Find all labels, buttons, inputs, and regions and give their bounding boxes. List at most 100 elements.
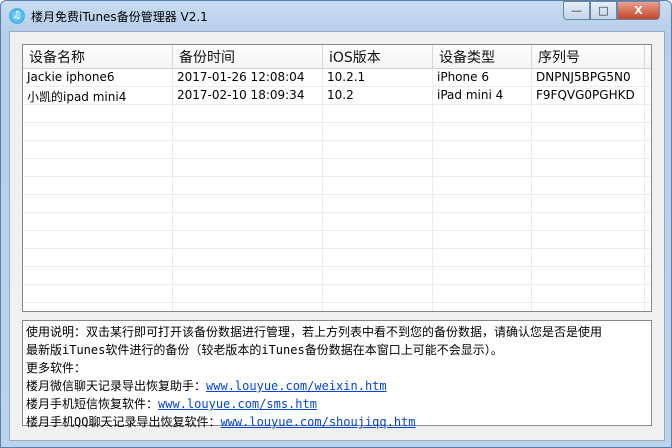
- maximize-button[interactable]: □: [590, 1, 617, 20]
- qq-link[interactable]: www.louyue.com/shoujiqq.htm: [220, 415, 416, 429]
- empty-cell: [433, 123, 532, 140]
- music-note-icon: ♫: [9, 8, 25, 24]
- empty-cell: [23, 105, 173, 122]
- cell-serial: F9FQVG0PGHKD: [532, 87, 645, 104]
- empty-cell: [173, 105, 323, 122]
- empty-cell: [323, 123, 433, 140]
- empty-cell: [433, 213, 532, 230]
- empty-cell: [23, 195, 173, 212]
- empty-cell: [323, 159, 433, 176]
- title-bar: ♫ 楼月免费iTunes备份管理器 V2.1: [9, 6, 208, 26]
- empty-row: [23, 285, 651, 303]
- empty-cell: [323, 177, 433, 194]
- empty-cell: [433, 303, 532, 311]
- empty-cell: [323, 303, 433, 311]
- empty-row: [23, 177, 651, 195]
- cell-serial: DNPNJ5BPG5N0: [532, 69, 645, 86]
- empty-cell: [433, 267, 532, 284]
- empty-cell: [532, 249, 645, 266]
- empty-cell: [323, 231, 433, 248]
- empty-cell: [433, 105, 532, 122]
- table-row[interactable]: 小凯的ipad mini4 2017-02-10 18:09:34 10.2 i…: [23, 87, 651, 105]
- backup-list[interactable]: 设备名称 备份时间 iOS版本 设备类型 序列号 Jackie iphone6 …: [22, 44, 652, 312]
- empty-cell: [433, 159, 532, 176]
- link-label: 楼月手机短信恢复软件：: [26, 397, 159, 411]
- empty-cell: [323, 249, 433, 266]
- empty-cell: [23, 285, 173, 302]
- empty-cell: [173, 285, 323, 302]
- empty-row: [23, 303, 651, 311]
- empty-cell: [173, 159, 323, 176]
- empty-cell: [23, 213, 173, 230]
- empty-row: [23, 159, 651, 177]
- close-button[interactable]: X: [617, 1, 660, 20]
- empty-row: [23, 267, 651, 285]
- column-header-device-name[interactable]: 设备名称: [23, 45, 173, 68]
- empty-cell: [323, 267, 433, 284]
- list-header: 设备名称 备份时间 iOS版本 设备类型 序列号: [23, 45, 651, 69]
- empty-cell: [323, 141, 433, 158]
- more-software-label: 更多软件：: [26, 361, 87, 375]
- table-row[interactable]: Jackie iphone6 2017-01-26 12:08:04 10.2.…: [23, 69, 651, 87]
- empty-cell: [173, 177, 323, 194]
- empty-cell: [532, 141, 645, 158]
- cell-backup-time: 2017-01-26 12:08:04: [173, 69, 323, 86]
- empty-cell: [323, 195, 433, 212]
- empty-row: [23, 249, 651, 267]
- sms-link[interactable]: www.louyue.com/sms.htm: [158, 397, 317, 411]
- empty-cell: [532, 123, 645, 140]
- empty-cell: [173, 141, 323, 158]
- column-header-ios-version[interactable]: iOS版本: [323, 45, 433, 68]
- link-label: 楼月手机QQ聊天记录导出恢复软件：: [26, 415, 221, 429]
- empty-cell: [173, 303, 323, 311]
- empty-cell: [532, 231, 645, 248]
- empty-cell: [532, 159, 645, 176]
- column-header-backup-time[interactable]: 备份时间: [173, 45, 323, 68]
- empty-cell: [532, 177, 645, 194]
- empty-cell: [532, 213, 645, 230]
- empty-cell: [23, 231, 173, 248]
- usage-line-1: 使用说明：双击某行即可打开该备份数据进行管理，若上方列表中看不到您的备份数据，请…: [26, 325, 603, 339]
- empty-row: [23, 231, 651, 249]
- empty-cell: [532, 195, 645, 212]
- cell-device-type: iPad mini 4: [433, 87, 532, 104]
- cell-ios-version: 10.2: [323, 87, 433, 104]
- empty-cell: [433, 249, 532, 266]
- empty-cell: [173, 231, 323, 248]
- empty-cell: [323, 105, 433, 122]
- cell-device-type: iPhone 6: [433, 69, 532, 86]
- empty-cell: [323, 285, 433, 302]
- window-title: 楼月免费iTunes备份管理器 V2.1: [31, 9, 208, 24]
- column-header-serial[interactable]: 序列号: [532, 45, 645, 68]
- empty-cell: [433, 195, 532, 212]
- usage-line-2: 最新版iTunes软件进行的备份（较老版本的iTunes备份数据在本窗口上可能不…: [26, 343, 503, 357]
- empty-cell: [173, 249, 323, 266]
- empty-cell: [532, 285, 645, 302]
- empty-cell: [173, 213, 323, 230]
- link-line-weixin: 楼月微信聊天记录导出恢复助手：www.louyue.com/weixin.htm: [26, 377, 648, 395]
- cell-ios-version: 10.2.1: [323, 69, 433, 86]
- empty-row: [23, 105, 651, 123]
- cell-device-name: Jackie iphone6: [23, 69, 173, 86]
- empty-cell: [23, 267, 173, 284]
- empty-row: [23, 123, 651, 141]
- empty-cell: [532, 303, 645, 311]
- weixin-link[interactable]: www.louyue.com/weixin.htm: [206, 379, 387, 393]
- empty-row: [23, 195, 651, 213]
- link-label: 楼月微信聊天记录导出恢复助手：: [26, 379, 207, 393]
- empty-cell: [433, 285, 532, 302]
- minimize-button[interactable]: —: [563, 1, 590, 20]
- empty-cell: [173, 267, 323, 284]
- empty-cell: [23, 123, 173, 140]
- empty-cell: [173, 195, 323, 212]
- empty-row: [23, 141, 651, 159]
- empty-cell: [23, 249, 173, 266]
- empty-cell: [433, 231, 532, 248]
- empty-cell: [23, 141, 173, 158]
- empty-cell: [23, 159, 173, 176]
- empty-cell: [433, 177, 532, 194]
- column-header-device-type[interactable]: 设备类型: [433, 45, 532, 68]
- client-area: 设备名称 备份时间 iOS版本 设备类型 序列号 Jackie iphone6 …: [9, 31, 665, 441]
- empty-cell: [23, 303, 173, 311]
